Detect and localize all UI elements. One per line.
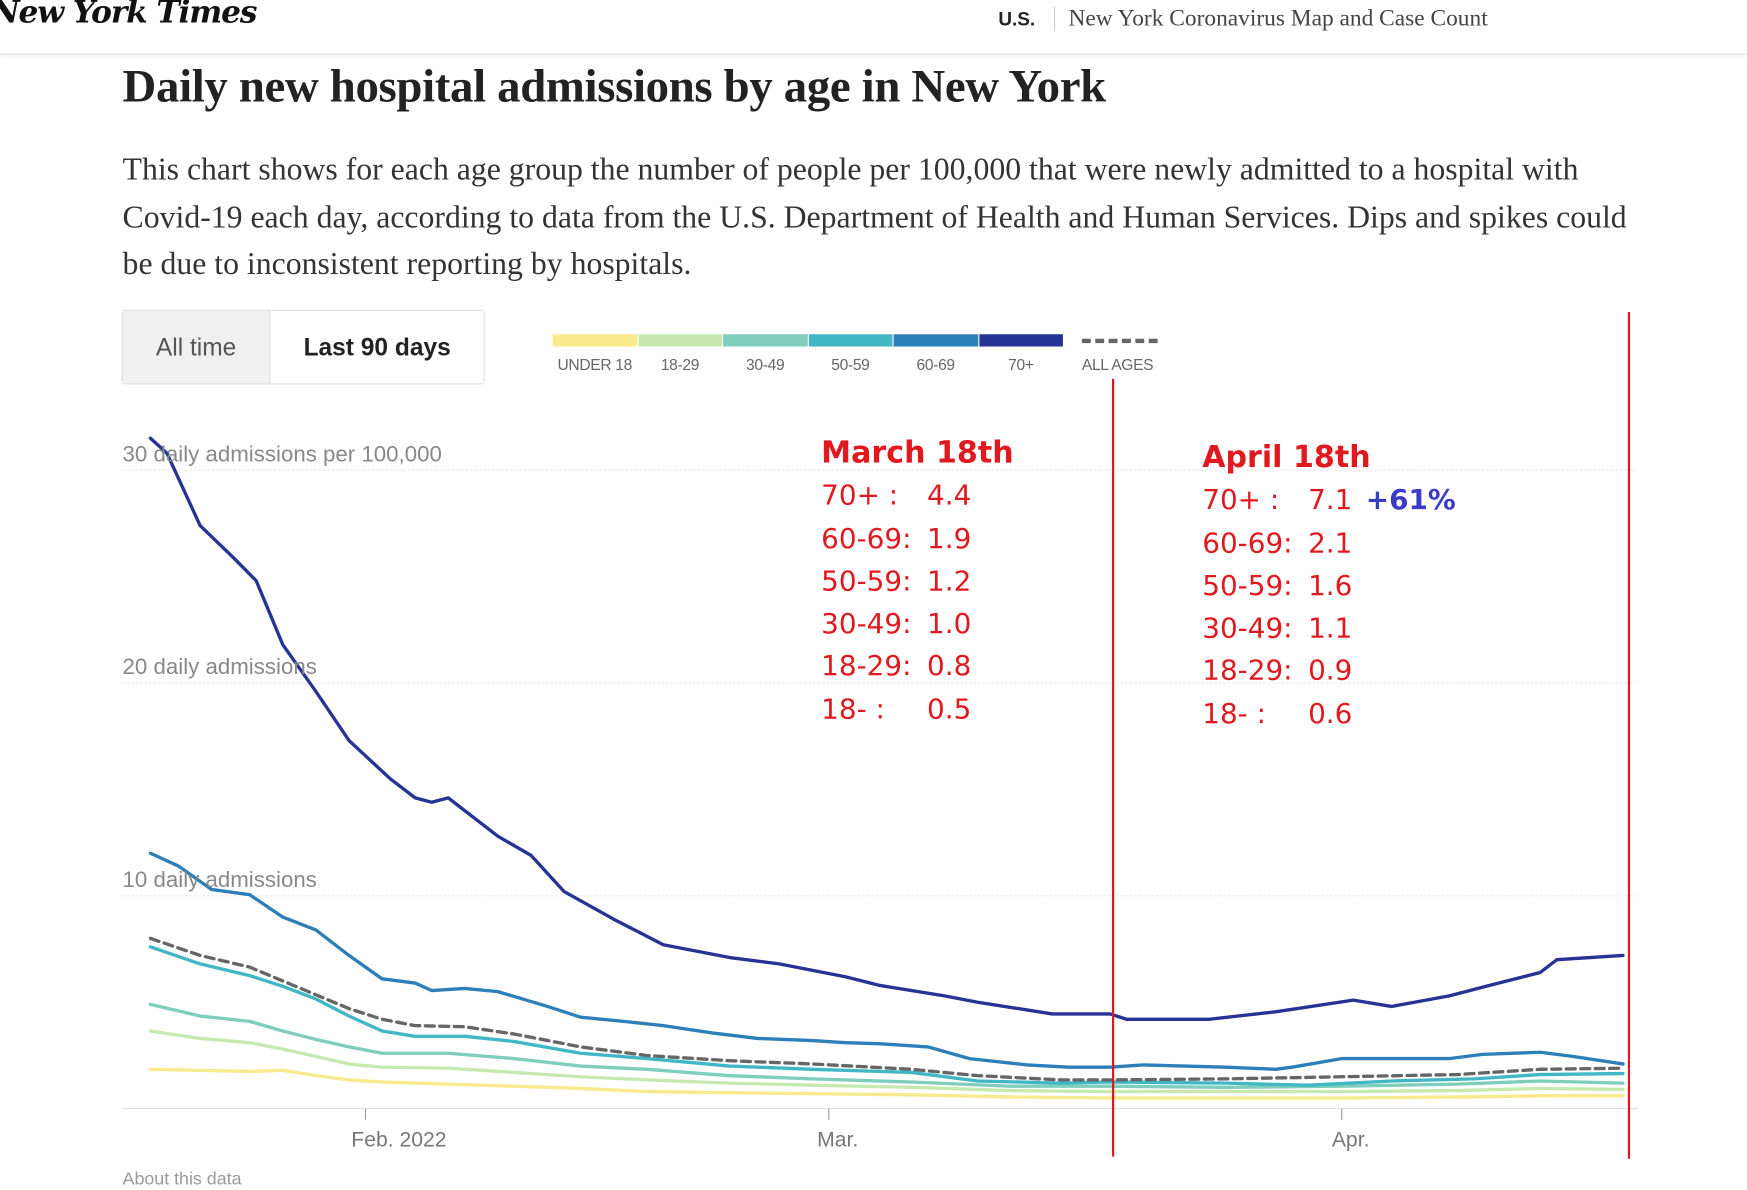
top-bar: New York Times U.S. New York Coronavirus…	[0, 0, 1747, 55]
annotation-row: 50-59: 1.6	[1202, 565, 1456, 608]
annotation-value: 0.9	[1308, 654, 1353, 687]
marker-line-april-18	[1627, 311, 1631, 1159]
chart-description: This chart shows for each age group the …	[122, 152, 1627, 282]
article-headline-link[interactable]: New York Coronavirus Map and Case Count	[1068, 4, 1488, 32]
annotation-age-group: 50-59:	[821, 564, 912, 598]
annotation-april: April 18th 70+ : 7.1 +61% 60-69: 2.1 50-59: 1.…	[1202, 437, 1456, 736]
annotation-row: 18-29: 0.8	[821, 646, 1013, 689]
y-tick-label: 10 daily admissions	[123, 867, 317, 892]
x-tick-label: Feb. 2022	[351, 1129, 446, 1152]
legend-50-59: 50-59	[808, 334, 893, 373]
annotation-row: 30-49: 1.0	[821, 603, 1013, 646]
x-tick-label: Apr.	[1332, 1129, 1370, 1152]
legend-18-29: 18-29	[637, 334, 723, 373]
annotation-age-group: 70+ :	[1202, 483, 1280, 517]
last-90-days-button[interactable]: Last 90 days	[270, 310, 484, 384]
annotation-value: 4.4	[927, 479, 972, 512]
annotation-march: March 18th 70+ : 4.4 60-69: 1.9 50-59: 1.2 30-…	[821, 432, 1013, 731]
annotation-value: 1.9	[927, 522, 972, 555]
nyt-logo[interactable]: New York Times	[0, 0, 257, 31]
annotation-age-group: 18-29:	[821, 650, 912, 683]
series-line-all-ages	[148, 936, 1625, 1082]
y-tick-label: 30 daily admissions per 100,000	[123, 441, 442, 466]
x-tick-label: Mar.	[817, 1129, 858, 1152]
series-line-50-59	[148, 945, 1625, 1087]
annotation-value: 1.0	[927, 607, 972, 640]
annotation-row: 18- : 0.5	[821, 688, 1013, 731]
annotation-age-group: 18- :	[821, 692, 885, 726]
annotation-row: 50-59: 1.2	[821, 560, 1013, 603]
annotation-april-title: April 18th	[1202, 440, 1371, 475]
annotation-march-title: March 18th	[821, 435, 1014, 471]
annotation-value: 1.6	[1308, 569, 1353, 602]
annotation-value: 7.1	[1308, 483, 1353, 517]
annotation-row: 70+ : 4.4	[821, 475, 1013, 518]
annotation-row: 18- : 0.6	[1202, 693, 1456, 736]
annotation-value: 1.2	[927, 564, 972, 598]
series-line-under-18	[148, 1067, 1625, 1100]
annotation-row: 18-29: 0.9	[1202, 650, 1456, 693]
legend-under-18: UNDER 18	[552, 334, 637, 373]
range-toggle: All time Last 90 days	[121, 309, 485, 385]
annotation-row: 30-49: 1.1	[1202, 607, 1456, 650]
annotation-age-group: 18- :	[1202, 697, 1266, 730]
annotation-age-group: 18-29:	[1202, 654, 1293, 687]
legend-all-ages: ALL AGES	[1081, 334, 1160, 373]
divider	[1054, 6, 1056, 32]
annotation-age-group: 60-69:	[1202, 526, 1293, 559]
y-tick-label: 20 daily admissions	[123, 654, 317, 679]
annotation-value: 0.6	[1308, 697, 1353, 730]
annotation-age-group: 30-49:	[821, 607, 912, 640]
annotation-age-group: 70+ :	[821, 479, 899, 512]
all-time-button[interactable]: All time	[122, 310, 271, 384]
annotation-value: 0.8	[927, 650, 972, 683]
section-link[interactable]: U.S.	[998, 8, 1036, 31]
annotation-row: 60-69: 2.1	[1202, 522, 1456, 565]
annotation-age-group: 50-59:	[1202, 569, 1293, 602]
legend: UNDER 18 18-29 30-49 50-59 60-69 70+ ALL…	[552, 334, 1161, 373]
annotation-value: 1.1	[1308, 611, 1353, 645]
legend-30-49: 30-49	[723, 334, 808, 373]
annotation-change-percent: +61%	[1365, 483, 1456, 517]
legend-70-plus: 70+	[978, 334, 1063, 373]
series-line-18-29	[148, 1029, 1625, 1094]
annotation-row: 60-69: 1.9	[821, 518, 1013, 561]
about-this-data-link[interactable]: About this data	[122, 1169, 242, 1189]
annotation-age-group: 60-69:	[821, 522, 912, 555]
annotation-value: 0.5	[927, 692, 972, 726]
annotation-age-group: 30-49:	[1202, 611, 1293, 645]
annotation-row: 70+ : 7.1 +61%	[1202, 479, 1456, 522]
series-line-60-69	[148, 851, 1625, 1071]
legend-60-69: 60-69	[893, 334, 978, 373]
annotation-value: 2.1	[1308, 526, 1353, 559]
series-line-70-	[148, 436, 1625, 1021]
chart-title: Daily new hospital admissions by age in …	[122, 61, 1107, 113]
marker-line-march-18	[1111, 378, 1115, 1157]
